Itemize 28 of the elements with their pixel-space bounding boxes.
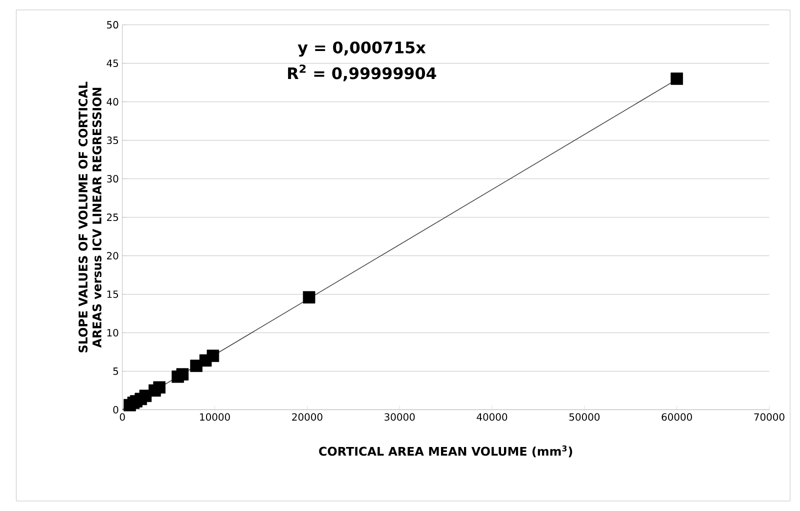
x-tick-label: 50000 <box>569 413 600 421</box>
y-tick-label: 45 <box>106 60 118 68</box>
point <box>176 368 189 381</box>
x-tick-label: 70000 <box>754 413 784 421</box>
annotation: y = 0,000715x <box>298 41 426 57</box>
x-tick-label: 30000 <box>384 413 415 421</box>
y-axis-title: SLOPE VALUES OF VOLUME OF CORTICAL AREAS versus ICV LINEAR REGRESSION <box>78 82 102 352</box>
x-tick-label: 10000 <box>200 413 230 421</box>
y-tick-label: 40 <box>106 98 118 106</box>
x-tick-label: 20000 <box>292 413 322 421</box>
point <box>302 291 316 304</box>
y-tick-label: 15 <box>107 290 118 298</box>
y-tick-label: 0 <box>113 406 118 414</box>
y-tick-label: 30 <box>107 175 118 183</box>
y-tick-label: 35 <box>107 136 118 144</box>
x-tick-label: 60000 <box>662 413 692 421</box>
x-axis-title: CORTICAL AREA MEAN VOLUME (mm$^{3}$) <box>319 445 572 458</box>
y-tick-label: 20 <box>106 252 118 260</box>
x-tick-label: 0 <box>120 413 125 421</box>
point <box>206 350 220 362</box>
y-tick-label: 5 <box>113 368 118 375</box>
x-tick-label: 40000 <box>476 413 508 421</box>
y-tick-label: 25 <box>106 214 118 222</box>
annotation: R$^{2}$ = 0,99999904 <box>288 64 436 82</box>
point <box>153 381 166 394</box>
point <box>670 72 683 85</box>
y-tick-label: 50 <box>107 21 118 29</box>
y-tick-label: 10 <box>107 329 118 337</box>
